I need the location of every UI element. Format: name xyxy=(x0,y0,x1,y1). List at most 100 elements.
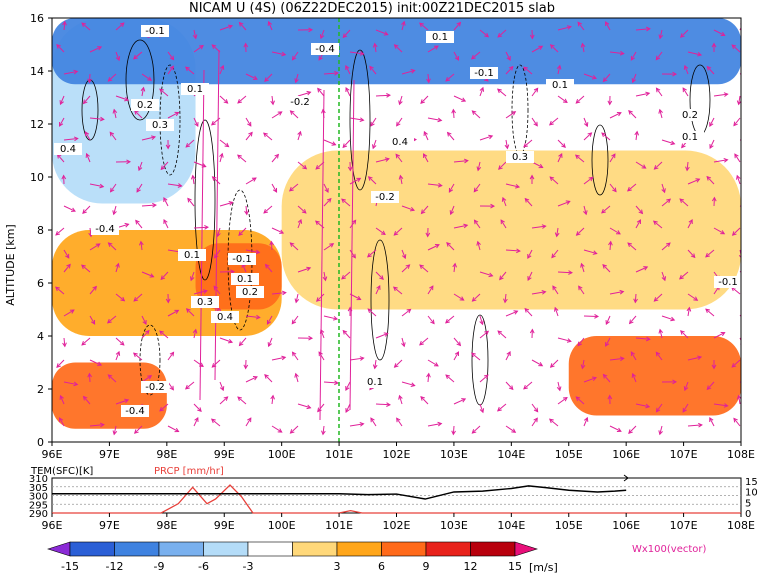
wind-vector xyxy=(398,174,404,185)
wind-vector xyxy=(556,381,562,392)
wind-vector xyxy=(297,161,308,170)
wind-vector xyxy=(349,219,357,229)
wind-vector xyxy=(219,64,225,75)
wind-vector xyxy=(653,293,663,302)
wind-vector xyxy=(159,330,169,339)
wind-vector xyxy=(115,398,130,405)
y-axis-ticks: 0 2 4 6 8 10 12 14 16 xyxy=(30,12,52,449)
wind-vector xyxy=(687,293,699,301)
wind-vector xyxy=(736,174,741,185)
wind-vector xyxy=(706,381,715,391)
wind-vector xyxy=(291,51,299,61)
wind-vector xyxy=(736,394,741,405)
wind-vector xyxy=(266,315,273,325)
wind-vector xyxy=(63,381,79,387)
wind-vector xyxy=(661,242,671,251)
surface-right-tick-label: 0 xyxy=(745,509,751,520)
wind-vector xyxy=(263,205,273,214)
wind-vector xyxy=(237,95,247,104)
wind-vector xyxy=(372,359,378,370)
wind-vector xyxy=(219,201,234,207)
wind-vector xyxy=(167,183,183,188)
wind-vector xyxy=(297,27,314,33)
contour-label: -0.4 xyxy=(95,224,115,235)
wind-vector xyxy=(523,381,533,390)
surface-left-tick-label: 300 xyxy=(29,492,48,503)
wind-vector xyxy=(297,130,302,141)
wind-vector xyxy=(393,359,403,368)
wind-vector xyxy=(375,284,381,295)
wind-vector xyxy=(497,330,507,339)
wind-vectors xyxy=(55,20,741,436)
wind-vector xyxy=(505,248,521,254)
contour-label: 0.2 xyxy=(242,287,258,298)
wind-vector xyxy=(531,224,547,229)
wind-vector xyxy=(713,331,726,339)
wind-vector xyxy=(609,227,621,235)
wind-vector xyxy=(115,350,121,361)
wind-vector xyxy=(185,139,195,148)
wind-vector xyxy=(531,403,539,413)
wind-vector xyxy=(106,315,117,324)
surface-right-tick-label: 5 xyxy=(745,498,751,509)
wind-vector xyxy=(452,262,458,273)
wind-vector xyxy=(341,271,351,280)
wind-vector xyxy=(341,198,351,207)
wind-vector xyxy=(583,376,597,383)
surface-x-tick-label: 96E xyxy=(42,519,63,532)
wind-vector xyxy=(713,403,729,408)
wind-vector xyxy=(499,271,507,281)
wind-vector xyxy=(445,315,455,324)
colorbar-tick-label: -9 xyxy=(154,560,165,573)
wind-vector xyxy=(109,131,117,141)
wind-vector xyxy=(372,42,378,53)
wind-vector xyxy=(192,328,198,339)
wind-vector xyxy=(112,205,117,216)
wind-vector xyxy=(245,249,261,255)
x-tick-label: 99E xyxy=(214,448,235,461)
wind-vector xyxy=(453,293,465,301)
wind-vector xyxy=(375,227,386,236)
wind-vector xyxy=(219,269,236,275)
wind-vector xyxy=(211,176,221,185)
wind-vector xyxy=(370,417,377,427)
y-tick-label: 10 xyxy=(30,171,44,184)
surface-x-tick-label: 102E xyxy=(383,519,411,532)
wind-vector xyxy=(349,79,355,411)
wind-vector xyxy=(711,359,717,370)
wind-vector xyxy=(87,73,93,84)
wind-vector xyxy=(141,202,157,208)
wind-vector xyxy=(529,29,535,40)
wind-vector xyxy=(132,352,143,361)
wind-vector xyxy=(323,139,337,146)
wind-vector xyxy=(427,359,439,367)
wind-vector xyxy=(420,395,429,405)
wind-vector xyxy=(736,95,741,106)
surface-x-tick-label: 106E xyxy=(612,519,640,532)
wind-vector xyxy=(199,69,205,401)
contour-label-bg xyxy=(676,131,704,143)
wind-vector xyxy=(739,381,741,383)
wind-vector xyxy=(264,374,273,383)
x-tick-label: 107E xyxy=(670,448,698,461)
wind-vector xyxy=(84,131,91,141)
wind-vector xyxy=(635,403,651,409)
precip-line xyxy=(52,484,741,514)
wind-vector xyxy=(82,95,91,105)
wind-vector xyxy=(556,64,562,75)
contour-label-bg xyxy=(181,83,209,95)
wind-vector xyxy=(238,227,247,237)
contour-label-bg xyxy=(361,376,389,388)
colorbar-segment xyxy=(470,541,516,557)
wind-vector xyxy=(371,139,377,150)
contour-label: 0.2 xyxy=(137,100,153,111)
wind-vector xyxy=(423,153,429,163)
wind-vector xyxy=(238,21,247,31)
wind-vector xyxy=(505,425,517,433)
wind-vector xyxy=(62,20,67,31)
wind-vector xyxy=(63,205,76,212)
wind-vector xyxy=(89,183,105,189)
wind-vector xyxy=(366,249,377,258)
wind-vector xyxy=(548,418,559,427)
wind-vector xyxy=(317,87,325,97)
